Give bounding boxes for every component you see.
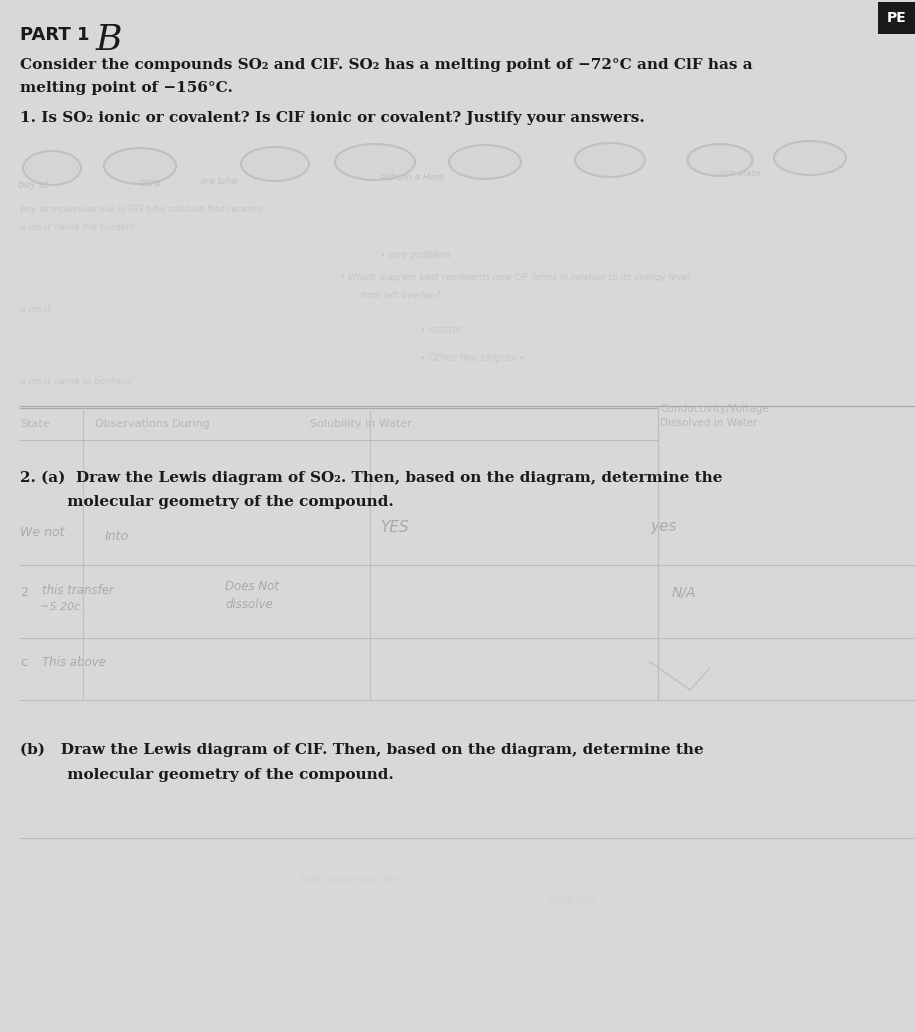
Text: Does Not: Does Not (225, 580, 279, 592)
Text: N/A: N/A (672, 585, 696, 599)
Text: Conductivity/Voltage
Dissolved in Water: Conductivity/Voltage Dissolved in Water (660, 405, 769, 427)
Text: We not: We not (20, 525, 64, 539)
Text: YES: YES (380, 519, 409, 535)
Ellipse shape (104, 148, 176, 184)
Text: our state: our state (720, 169, 760, 179)
Ellipse shape (23, 151, 81, 185)
Text: cara: cara (140, 178, 161, 188)
Text: this transfer: this transfer (42, 583, 113, 596)
Text: B: B (96, 23, 123, 57)
Text: ~5 20c.: ~5 20c. (40, 602, 84, 612)
Text: Observations During: Observations During (95, 419, 210, 429)
Text: boy at molecules sile is FIG b/be solution find recently: boy at molecules sile is FIG b/be soluti… (20, 205, 264, 215)
Text: Consider the compounds SO₂ and ClF. SO₂ has a melting point of −72°C and ClF has: Consider the compounds SO₂ and ClF. SO₂ … (20, 58, 753, 72)
Text: (b)   Draw the Lewis diagram of ClF. Then, based on the diagram, determine the: (b) Draw the Lewis diagram of ClF. Then,… (20, 743, 704, 757)
Text: dissolve: dissolve (225, 598, 273, 611)
Text: melting point of −156°C.: melting point of −156°C. (20, 80, 233, 95)
Text: 2. (a)  Draw the Lewis diagram of SO₂. Then, based on the diagram, determine the: 2. (a) Draw the Lewis diagram of SO₂. Th… (20, 471, 723, 485)
Text: Into: Into (105, 530, 129, 544)
Text: boy at: boy at (18, 180, 49, 190)
Text: • Which diagram best represents how ClF forms in relation to its energy level: • Which diagram best represents how ClF … (340, 273, 690, 283)
Ellipse shape (335, 144, 415, 180)
Text: c: c (20, 655, 27, 669)
Ellipse shape (687, 144, 752, 176)
Ellipse shape (449, 146, 521, 179)
Ellipse shape (575, 143, 645, 178)
Text: Solubility in Water: Solubility in Water (310, 419, 412, 429)
Text: more faint: more faint (550, 896, 597, 904)
Text: are b/he: are b/he (200, 176, 238, 186)
Text: 1. Is SO₂ ionic or covalent? Is ClF ionic or covalent? Justify your answers.: 1. Is SO₂ ionic or covalent? Is ClF ioni… (20, 111, 645, 125)
Text: 2: 2 (20, 585, 27, 599)
Text: allfrom a Here: allfrom a Here (380, 173, 445, 183)
Text: PART 1: PART 1 (20, 26, 90, 44)
Text: molecular geometry of the compound.: molecular geometry of the compound. (20, 495, 393, 509)
Text: • one problem: • one problem (380, 250, 451, 260)
Text: • matter: • matter (420, 325, 462, 335)
FancyBboxPatch shape (878, 2, 915, 34)
Ellipse shape (774, 141, 846, 175)
Text: yes: yes (650, 519, 676, 535)
Text: a most name to bonheur: a most name to bonheur (20, 378, 132, 387)
Text: This above: This above (42, 655, 106, 669)
Text: a most name the borders: a most name the borders (20, 224, 135, 232)
Text: a most: a most (20, 305, 51, 315)
Text: from left overlap?: from left overlap? (360, 291, 440, 300)
Text: molecular geometry of the compound.: molecular geometry of the compound. (20, 768, 393, 782)
Text: PE: PE (888, 11, 907, 25)
Text: State: State (20, 419, 49, 429)
Text: faint background text: faint background text (300, 875, 398, 884)
Ellipse shape (241, 147, 309, 181)
Text: • Other two targets •: • Other two targets • (420, 353, 524, 363)
